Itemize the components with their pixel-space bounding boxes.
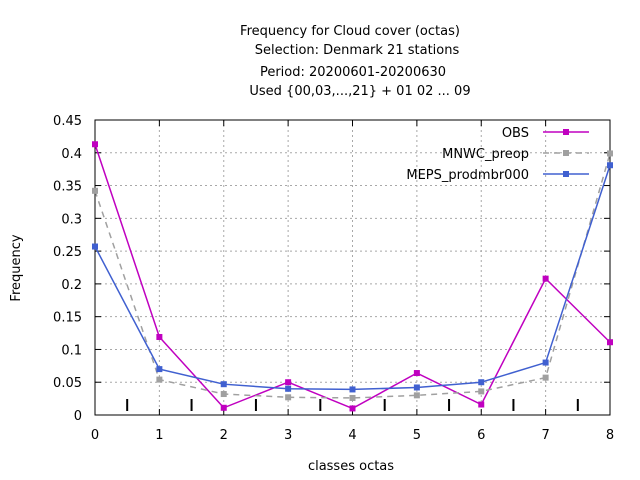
x-tick-label: 0 bbox=[91, 428, 99, 443]
series-point bbox=[349, 405, 356, 412]
series-point bbox=[607, 150, 613, 157]
y-tick-labels: 0 0.05 0.1 0.15 0.2 0.25 0.3 0.35 0.4 0.45 bbox=[53, 114, 82, 424]
x-tick-label: 7 bbox=[541, 428, 549, 443]
series-point bbox=[285, 394, 292, 401]
x-tick-label: 6 bbox=[477, 428, 485, 443]
series-point bbox=[156, 333, 163, 340]
series-point bbox=[349, 386, 356, 393]
series-MEPS_prodmbr000 bbox=[92, 162, 613, 393]
series-point bbox=[156, 366, 163, 373]
axis-ticks bbox=[94, 119, 611, 416]
x-tick-labels: 0 1 2 3 4 5 6 7 8 bbox=[91, 428, 614, 443]
series-point bbox=[220, 391, 227, 398]
series-point bbox=[478, 379, 485, 386]
series-point bbox=[542, 374, 549, 381]
series-point bbox=[92, 141, 98, 148]
x-tick-label: 3 bbox=[284, 428, 292, 443]
x-tick-label: 1 bbox=[155, 428, 163, 443]
title-line-1: Frequency for Cloud cover (octas) bbox=[240, 24, 460, 39]
y-tick-label: 0.35 bbox=[53, 180, 82, 195]
series-point bbox=[542, 359, 549, 366]
x-tick-label: 4 bbox=[348, 428, 356, 443]
x-axis-label: classes octas bbox=[308, 459, 394, 474]
y-tick-label: 0.3 bbox=[61, 212, 82, 227]
legend-label: OBS bbox=[502, 126, 529, 141]
y-axis-label: Frequency bbox=[9, 234, 24, 301]
series-point bbox=[220, 404, 227, 411]
series-point bbox=[607, 339, 613, 346]
legend-swatch-point bbox=[563, 150, 569, 156]
series-point bbox=[349, 394, 356, 401]
series-layer bbox=[92, 141, 613, 412]
series-point bbox=[92, 243, 98, 250]
y-tick-label: 0.15 bbox=[53, 311, 82, 326]
legend-label: MNWC_preop bbox=[442, 147, 529, 162]
x-tick-label: 5 bbox=[413, 428, 421, 443]
series-point bbox=[542, 275, 549, 282]
legend-label: MEPS_prodmbr000 bbox=[406, 168, 529, 183]
series-point bbox=[478, 401, 485, 408]
y-tick-label: 0.2 bbox=[61, 278, 82, 293]
y-tick-label: 0 bbox=[74, 409, 82, 424]
x-tick-label: 2 bbox=[220, 428, 228, 443]
series-point bbox=[478, 388, 485, 395]
series-point bbox=[285, 385, 292, 392]
y-tick-label: 0.45 bbox=[53, 114, 82, 129]
series-point bbox=[413, 370, 420, 377]
title-line-3: Period: 20200601-20200630 bbox=[260, 65, 446, 80]
y-tick-label: 0.05 bbox=[53, 376, 82, 391]
series-point bbox=[607, 162, 613, 169]
y-tick-label: 0.1 bbox=[61, 343, 82, 358]
series-MNWC_preop bbox=[92, 150, 613, 401]
grid bbox=[95, 120, 610, 415]
y-tick-label: 0.25 bbox=[53, 245, 82, 260]
series-OBS bbox=[92, 141, 613, 412]
legend-swatch-point bbox=[563, 171, 569, 177]
title-line-4: Used {00,03,...,21} + 01 02 ... 09 bbox=[249, 84, 470, 99]
class-boundary-ticks bbox=[126, 399, 579, 411]
series-line bbox=[94, 153, 611, 399]
series-point bbox=[92, 187, 98, 194]
series-point bbox=[413, 392, 420, 399]
series-point bbox=[220, 381, 227, 388]
series-point bbox=[413, 384, 420, 391]
series-point bbox=[285, 379, 292, 386]
title-line-2: Selection: Denmark 21 stations bbox=[255, 43, 460, 58]
chart-title: Frequency for Cloud cover (octas) Select… bbox=[240, 24, 471, 99]
legend: OBS MNWC_preop MEPS_prodmbr000 bbox=[406, 126, 589, 183]
legend-swatch-point bbox=[563, 129, 569, 135]
y-tick-label: 0.4 bbox=[61, 147, 82, 162]
series-point bbox=[156, 376, 163, 383]
x-tick-label: 8 bbox=[606, 428, 614, 443]
